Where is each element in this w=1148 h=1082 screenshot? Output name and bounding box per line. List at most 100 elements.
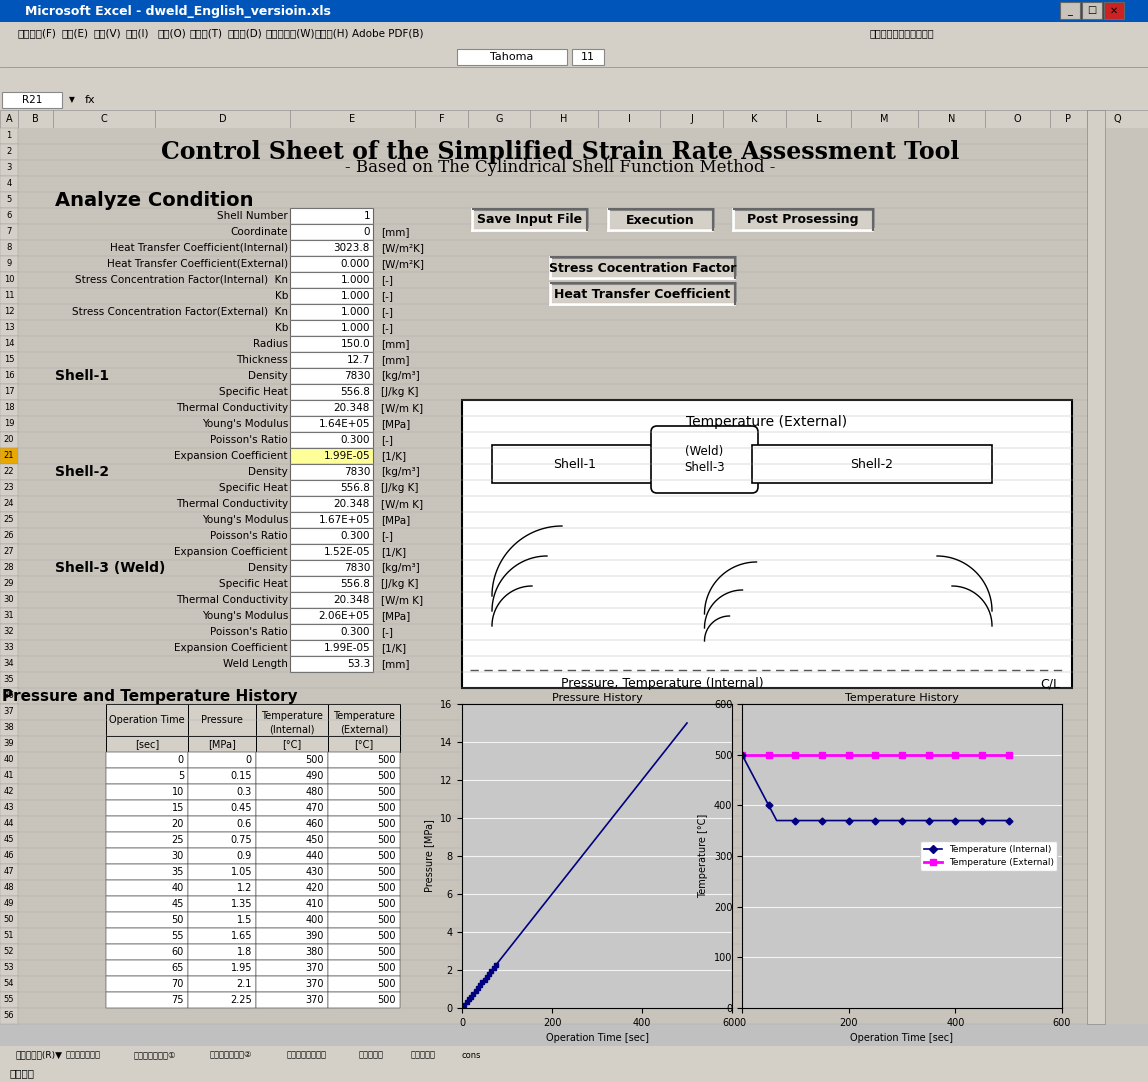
Text: 24: 24 — [3, 500, 14, 509]
FancyBboxPatch shape — [0, 272, 18, 288]
Text: 380: 380 — [305, 947, 324, 956]
Text: ウィンドウ(W): ウィンドウ(W) — [265, 28, 315, 38]
FancyBboxPatch shape — [0, 400, 18, 415]
FancyBboxPatch shape — [0, 1064, 1148, 1082]
FancyBboxPatch shape — [2, 92, 62, 108]
FancyBboxPatch shape — [0, 576, 18, 592]
Text: Weld Length: Weld Length — [223, 659, 288, 669]
FancyBboxPatch shape — [51, 1048, 116, 1061]
FancyBboxPatch shape — [256, 736, 328, 752]
Text: 0: 0 — [246, 755, 253, 765]
Temperature (Internal) — [815, 814, 829, 827]
Text: 2.25: 2.25 — [231, 995, 253, 1005]
X-axis label: Operation Time [sec]: Operation Time [sec] — [545, 1033, 649, 1043]
Text: 1.99E-05: 1.99E-05 — [324, 451, 370, 461]
Text: 5: 5 — [178, 771, 184, 781]
Text: 1.5: 1.5 — [236, 915, 253, 925]
Text: Shell-3: Shell-3 — [684, 461, 724, 474]
Text: cons: cons — [461, 1051, 481, 1059]
Text: 4: 4 — [7, 180, 11, 188]
Text: Temperature: Temperature — [333, 711, 395, 721]
FancyBboxPatch shape — [256, 912, 328, 928]
Text: 6: 6 — [6, 211, 11, 221]
FancyBboxPatch shape — [0, 544, 18, 560]
FancyBboxPatch shape — [468, 110, 530, 128]
Text: L: L — [816, 114, 821, 124]
Text: 12: 12 — [3, 307, 14, 317]
FancyBboxPatch shape — [188, 976, 256, 992]
FancyBboxPatch shape — [552, 282, 737, 302]
FancyBboxPatch shape — [0, 1046, 1128, 1064]
Text: H: H — [560, 114, 568, 124]
FancyBboxPatch shape — [0, 192, 18, 208]
Text: Density: Density — [248, 467, 288, 477]
Text: 1.2: 1.2 — [236, 883, 253, 893]
FancyBboxPatch shape — [106, 816, 188, 832]
Text: 43: 43 — [3, 804, 14, 813]
Text: Shell-1: Shell-1 — [55, 369, 109, 383]
Text: 500: 500 — [378, 835, 396, 845]
Text: 7830: 7830 — [343, 371, 370, 381]
FancyBboxPatch shape — [0, 816, 18, 832]
Text: [-]: [-] — [381, 275, 393, 285]
FancyBboxPatch shape — [786, 110, 851, 128]
Text: 編集(E): 編集(E) — [62, 28, 88, 38]
FancyBboxPatch shape — [328, 752, 400, 768]
Text: 0.3: 0.3 — [236, 787, 253, 797]
FancyBboxPatch shape — [328, 848, 400, 865]
Text: 0: 0 — [364, 227, 370, 237]
FancyBboxPatch shape — [188, 816, 256, 832]
FancyBboxPatch shape — [188, 992, 256, 1008]
Text: Operation Time: Operation Time — [109, 715, 185, 725]
Text: 46: 46 — [3, 852, 14, 860]
FancyBboxPatch shape — [0, 368, 18, 384]
FancyBboxPatch shape — [256, 944, 328, 960]
Text: 500: 500 — [378, 787, 396, 797]
FancyBboxPatch shape — [256, 896, 328, 912]
Text: 50: 50 — [3, 915, 14, 924]
Temperature (Internal) — [895, 814, 909, 827]
Text: コマンド: コマンド — [10, 1068, 34, 1078]
Text: Heat Transfer Coefficient: Heat Transfer Coefficient — [554, 288, 730, 301]
FancyBboxPatch shape — [290, 592, 373, 608]
Text: 18: 18 — [3, 404, 14, 412]
FancyBboxPatch shape — [0, 672, 18, 688]
Text: Specific Heat: Specific Heat — [219, 483, 288, 493]
FancyBboxPatch shape — [1087, 110, 1106, 1024]
Text: [1/K]: [1/K] — [381, 547, 406, 557]
FancyBboxPatch shape — [188, 944, 256, 960]
FancyBboxPatch shape — [290, 224, 373, 240]
Text: Analyze Condition: Analyze Condition — [55, 190, 254, 210]
FancyBboxPatch shape — [188, 960, 256, 976]
Text: [°C]: [°C] — [355, 739, 373, 749]
Text: P: P — [1065, 114, 1071, 124]
Text: 35: 35 — [3, 675, 14, 685]
Text: 410: 410 — [305, 899, 324, 909]
FancyBboxPatch shape — [53, 110, 155, 128]
Text: 53: 53 — [3, 963, 14, 973]
FancyBboxPatch shape — [0, 912, 18, 928]
FancyBboxPatch shape — [188, 880, 256, 896]
Text: R21: R21 — [22, 95, 42, 105]
Text: Expansion Coefficient: Expansion Coefficient — [174, 451, 288, 461]
Text: Young's Modulus: Young's Modulus — [202, 515, 288, 525]
FancyBboxPatch shape — [290, 576, 373, 592]
Text: (External): (External) — [340, 724, 388, 734]
Text: Heat Transfer Coefficient(External): Heat Transfer Coefficient(External) — [107, 259, 288, 269]
FancyBboxPatch shape — [256, 928, 328, 944]
Text: 400: 400 — [305, 915, 324, 925]
FancyBboxPatch shape — [256, 960, 328, 976]
FancyBboxPatch shape — [0, 0, 1148, 22]
Text: 圧力・温度シート: 圧力・温度シート — [287, 1051, 327, 1059]
Text: Poisson's Ratio: Poisson's Ratio — [210, 626, 288, 637]
Text: 1.52E-05: 1.52E-05 — [324, 547, 370, 557]
FancyBboxPatch shape — [328, 736, 400, 752]
Text: Density: Density — [248, 563, 288, 573]
Text: [mm]: [mm] — [381, 659, 410, 669]
FancyBboxPatch shape — [188, 865, 256, 880]
Text: 75: 75 — [171, 995, 184, 1005]
FancyBboxPatch shape — [752, 445, 992, 483]
FancyBboxPatch shape — [106, 768, 188, 784]
FancyBboxPatch shape — [256, 784, 328, 800]
FancyBboxPatch shape — [290, 639, 373, 656]
